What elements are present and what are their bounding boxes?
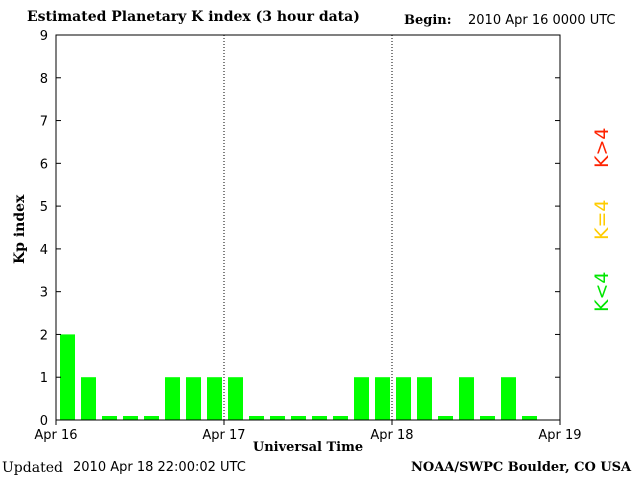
kp-bar <box>165 377 180 420</box>
y-tick-label: 1 <box>40 371 48 386</box>
kp-bar <box>396 377 411 420</box>
day-dividers <box>223 35 393 420</box>
kp-bar <box>186 377 201 420</box>
kp-bar <box>228 377 243 420</box>
kp-bar <box>60 334 75 420</box>
y-tick-label: 8 <box>40 72 48 87</box>
kp-bar <box>291 416 306 420</box>
kp-bar <box>417 377 432 420</box>
kp-bar <box>81 377 96 420</box>
y-tick-label: 9 <box>40 29 48 44</box>
kp-bar <box>522 416 537 420</box>
y-axis-ticks: 0 1 2 3 4 5 6 7 8 9 <box>40 29 560 429</box>
updated-value: 2010 Apr 18 22:00:02 UTC <box>73 460 246 475</box>
kp-bar <box>123 416 138 420</box>
legend-k-below-4: K<4 <box>591 271 613 312</box>
kp-bar <box>459 377 474 420</box>
begin-value: 2010 Apr 16 0000 UTC <box>468 13 616 28</box>
begin-label: Begin: <box>404 13 452 28</box>
y-tick-label: 3 <box>40 286 48 301</box>
y-tick-label: 6 <box>40 157 48 172</box>
y-tick-label: 4 <box>40 243 48 258</box>
plot-frame <box>55 34 561 421</box>
kp-bar <box>207 377 222 420</box>
kp-bar <box>144 416 159 420</box>
y-tick-label: 5 <box>40 200 48 215</box>
y-tick-label: 0 <box>40 414 48 429</box>
kp-bar <box>102 416 117 420</box>
kp-bar <box>333 416 348 420</box>
x-tick-label: Apr 16 <box>34 428 77 443</box>
x-axis-ticks: Apr 16 Apr 17 Apr 18 Apr 19 <box>34 420 582 443</box>
legend-k-above-4: K>4 <box>591 127 613 168</box>
kp-bar <box>354 377 369 420</box>
kp-bar <box>438 416 453 420</box>
x-axis-label: Universal Time <box>252 440 364 455</box>
kp-bar <box>249 416 264 420</box>
updated-label: Updated <box>2 460 63 476</box>
kp-bar <box>312 416 327 420</box>
kp-bar <box>501 377 516 420</box>
kp-bar <box>480 416 495 420</box>
x-tick-label: Apr 19 <box>538 428 581 443</box>
y-tick-label: 2 <box>40 328 48 343</box>
x-tick-label: Apr 18 <box>370 428 413 443</box>
kp-bar <box>375 377 390 420</box>
bar-series <box>60 334 537 420</box>
x-tick-label: Apr 17 <box>202 428 245 443</box>
chart-title: Estimated Planetary K index (3 hour data… <box>27 9 360 25</box>
credit-text: NOAA/SWPC Boulder, CO USA <box>411 460 632 475</box>
legend-k-equals-4: K=4 <box>591 199 613 240</box>
y-tick-label: 7 <box>40 115 48 130</box>
kp-bar <box>270 416 285 420</box>
